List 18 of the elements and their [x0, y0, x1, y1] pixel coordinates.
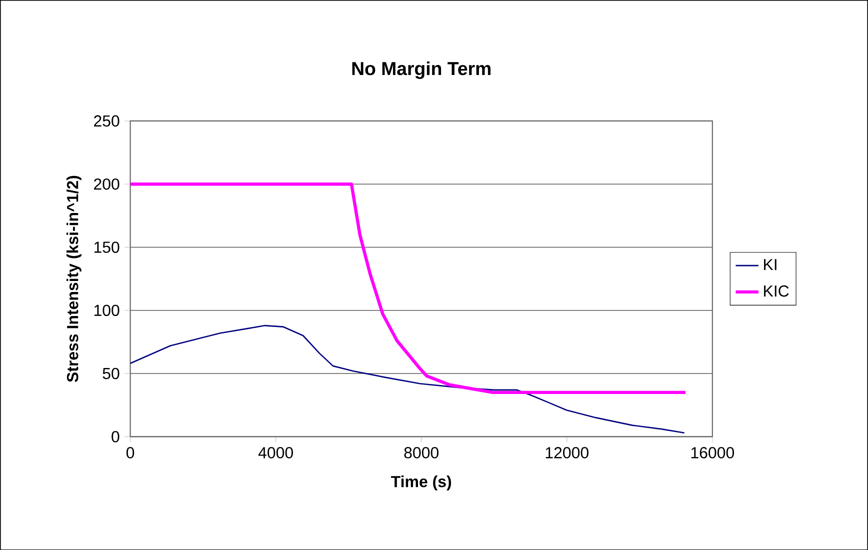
y-tick-label: 50 [102, 368, 120, 380]
x-tick-label: 8000 [404, 446, 438, 458]
y-axis-title: Stress Intensity (ksi-in^1/2) [66, 176, 82, 382]
x-tick-label: 12000 [546, 446, 588, 458]
y-tick-label: 250 [94, 115, 120, 126]
legend-label: KIC [764, 285, 789, 297]
x-tick-label: 0 [126, 446, 134, 458]
x-tick-label: 4000 [258, 446, 293, 458]
x-tick-label: 16000 [691, 446, 734, 458]
y-tick-label: 100 [94, 304, 120, 316]
y-tick-label: 200 [94, 178, 120, 190]
line-series [130, 182, 688, 394]
chart-title: No Margin Term [352, 61, 490, 79]
y-tick-label: 150 [94, 241, 120, 253]
line-series [130, 324, 686, 434]
x-axis-title: Time (s) [391, 475, 452, 490]
legend-label: KI [764, 258, 776, 270]
y-tick-label: 0 [112, 430, 120, 442]
